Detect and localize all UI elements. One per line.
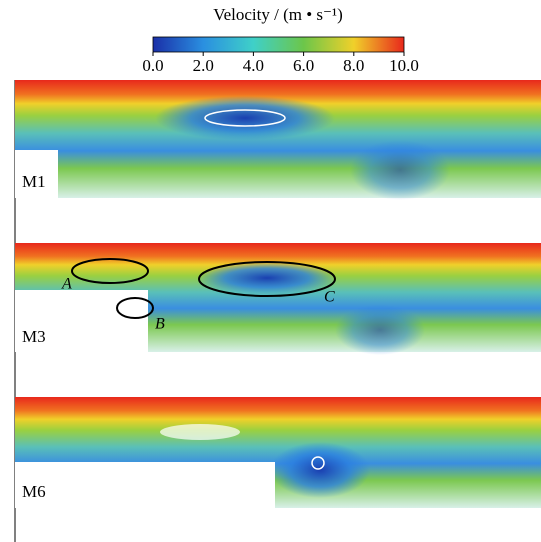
panel-label: M1: [22, 172, 46, 191]
panel-m6: M6: [15, 397, 541, 508]
colorbar: [153, 37, 404, 52]
panel-m1: M1: [15, 80, 541, 200]
annotation: A: [61, 276, 72, 293]
annotation: B: [155, 316, 165, 333]
colorbar-tick-label: 0.0: [142, 56, 163, 75]
colorbar-title: Velocity / (m • s⁻¹): [213, 5, 343, 24]
panel-m3: A B C M3: [15, 243, 541, 355]
colorbar-tick-label: 6.0: [293, 56, 314, 75]
panel-label: M6: [22, 482, 46, 501]
colorbar-tick-label: 2.0: [193, 56, 214, 75]
annotation: C: [324, 289, 335, 306]
panel-label: M3: [22, 327, 46, 346]
figure: Velocity / (m • s⁻¹) 0.0 2.0 4.0 6.0 8.0 10.0…: [0, 0, 541, 542]
colorbar-tick-label: 4.0: [243, 56, 264, 75]
colorbar-tick-label: 10.0: [389, 56, 419, 75]
colorbar-tick-label: 8.0: [343, 56, 364, 75]
